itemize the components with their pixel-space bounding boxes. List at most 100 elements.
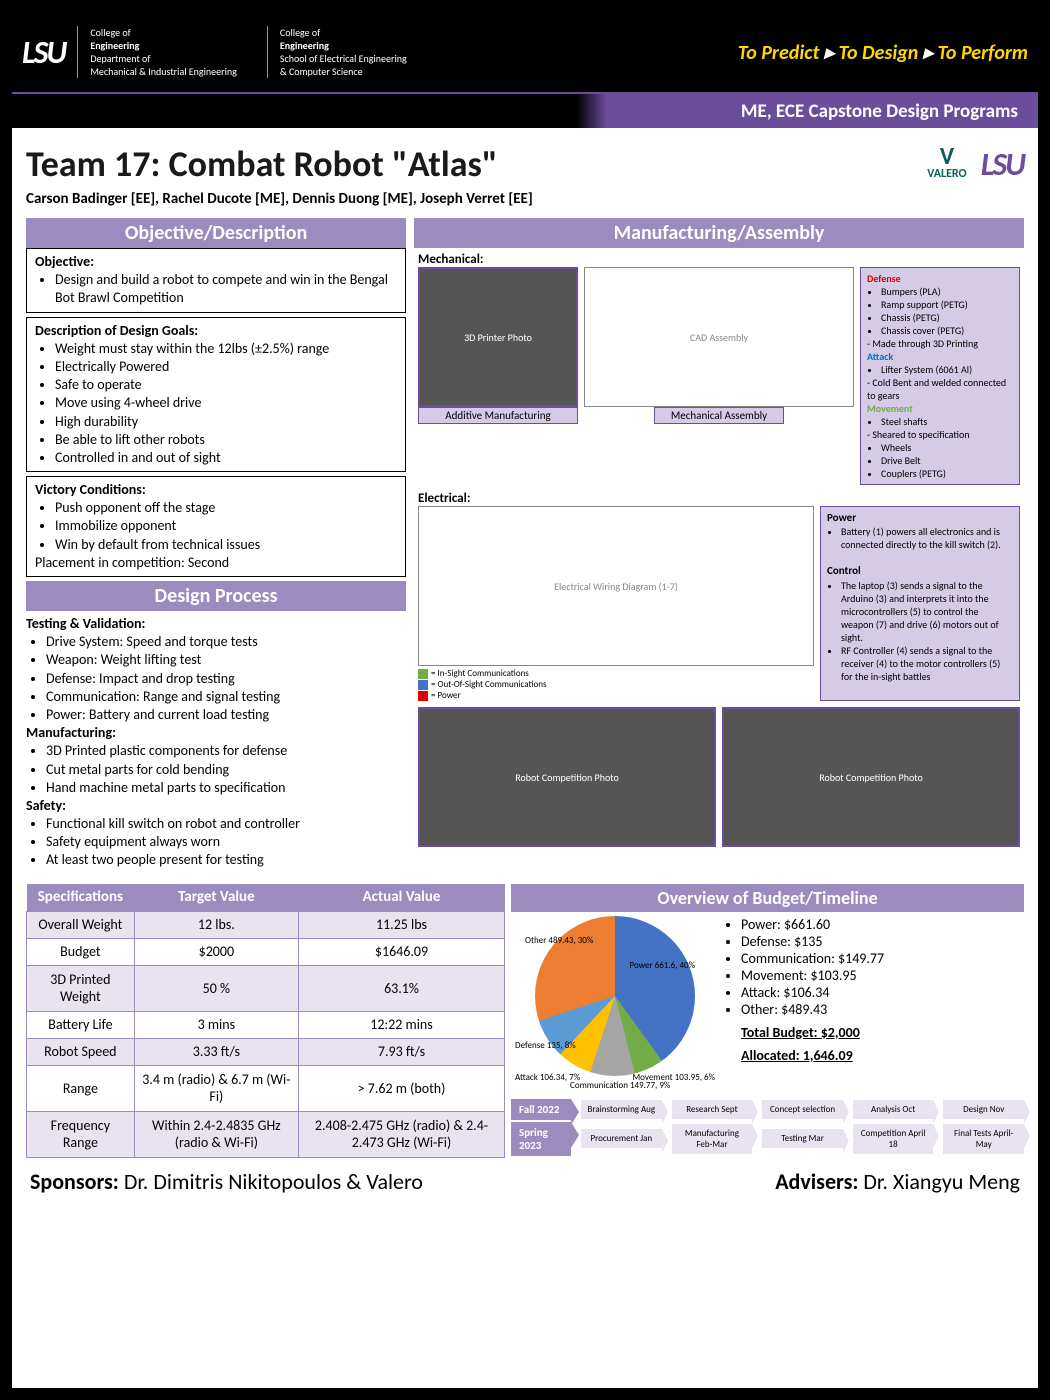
test-item: Communication: Range and signal testing bbox=[46, 688, 406, 706]
attack-note: - Cold Bent and welded connected to gear… bbox=[867, 376, 1013, 402]
safety-item: At least two people present for testing bbox=[46, 851, 406, 869]
safety-item: Safety equipment always worn bbox=[46, 833, 406, 851]
movement-item: Drive Belt bbox=[881, 454, 1013, 467]
mech-label: Mechanical: bbox=[418, 252, 1020, 267]
sponsors-text: Dr. Dimitris Nikitopoulos & Valero bbox=[119, 1168, 423, 1195]
goals-title: Description of Design Goals: bbox=[35, 322, 397, 340]
mech-section: 3D Printer Photo Additive Manufacturing … bbox=[418, 267, 1020, 485]
dept1-college: College of bbox=[90, 26, 130, 39]
caption-assembly: Mechanical Assembly bbox=[654, 407, 784, 424]
movement-note: - Sheared to specification bbox=[867, 428, 1013, 441]
elec-section: Electrical Wiring Diagram (1-7) = In-Sig… bbox=[418, 506, 1020, 701]
test-list: Drive System: Speed and torque tests Wea… bbox=[26, 633, 406, 724]
pie-chart: Power 661.6, 40% Other 489.43, 30% Defen… bbox=[515, 916, 715, 1091]
lsu-logo: LSU bbox=[22, 33, 65, 72]
timeline-item: Testing Mar bbox=[762, 1129, 843, 1148]
assembly-diagram: CAD Assembly bbox=[584, 267, 854, 407]
budget-item: Defense: $135 bbox=[741, 933, 884, 950]
goals-box: Description of Design Goals: Weight must… bbox=[26, 317, 406, 473]
movement-item: Wheels bbox=[881, 441, 1013, 454]
specs-col-spec: Specifications bbox=[27, 884, 135, 912]
timeline-item: Procurement Jan bbox=[581, 1129, 662, 1148]
safety-item: Functional kill switch on robot and cont… bbox=[46, 815, 406, 833]
program-bar: ME, ECE Capstone Design Programs bbox=[12, 92, 1038, 128]
legend-red-icon bbox=[418, 691, 428, 701]
budget-item: Attack: $106.34 bbox=[741, 984, 884, 1001]
budget-item: Power: $661.60 bbox=[741, 916, 884, 933]
table-row: Battery Life3 mins12:22 mins bbox=[27, 1011, 505, 1038]
poster: LSU College of Engineering Department of… bbox=[0, 0, 1050, 1400]
power-header: Power bbox=[827, 511, 856, 524]
valero-text: VALERO bbox=[927, 167, 966, 181]
defense-item: Bumpers (PLA) bbox=[881, 285, 1013, 298]
budget-allocated: Allocated: 1,646.09 bbox=[741, 1047, 884, 1064]
legend-power: = Power bbox=[431, 690, 461, 701]
safety-title: Safety: bbox=[26, 797, 406, 815]
advisers-label: Advisers: bbox=[775, 1168, 858, 1195]
budget-item: Communication: $149.77 bbox=[741, 950, 884, 967]
victory-item: Immobilize opponent bbox=[55, 517, 397, 535]
legend-green-icon bbox=[418, 669, 428, 679]
legend-insight: = In-Sight Communications bbox=[431, 668, 529, 679]
component-box-elec: Power Battery (1) powers all electronics… bbox=[820, 506, 1020, 701]
timeline-item: Final Tests April-May bbox=[943, 1124, 1024, 1154]
timeline: Fall 2022 Brainstorming Aug Research Sep… bbox=[511, 1099, 1024, 1156]
component-box-mech: Defense Bumpers (PLA) Ramp support (PETG… bbox=[860, 267, 1020, 485]
program-label: ME, ECE Capstone Design Programs bbox=[741, 100, 1018, 123]
test-item: Defense: Impact and drop testing bbox=[46, 670, 406, 688]
defense-item: Ramp support (PETG) bbox=[881, 298, 1013, 311]
timeline-item: Analysis Oct bbox=[853, 1100, 934, 1119]
timeline-item: Competition April 18 bbox=[853, 1124, 934, 1154]
header-bar: LSU College of Engineering Department of… bbox=[12, 12, 1038, 92]
table-row: 3D Printed Weight50 %63.1% bbox=[27, 965, 505, 1011]
column-right: Manufacturing/Assembly Mechanical: 3D Pr… bbox=[414, 218, 1024, 878]
additive-photo: 3D Printer Photo bbox=[418, 267, 578, 407]
movement-item: Couplers (PETG) bbox=[881, 467, 1013, 480]
budget-header: Overview of Budget/Timeline bbox=[511, 884, 1024, 912]
specs-col-target: Target Value bbox=[134, 884, 298, 912]
budget-list: Power: $661.60 Defense: $135 Communicati… bbox=[721, 916, 884, 1091]
sponsor-logos: V VALERO LSU bbox=[927, 145, 1024, 184]
tagline: To Predict ▸ To Design ▸ To Perform bbox=[738, 40, 1028, 65]
goal-item: Safe to operate bbox=[55, 376, 397, 394]
dept2-college: College of bbox=[280, 26, 320, 39]
table-row: Range3.4 m (radio) & 6.7 m (Wi-Fi)> 7.62… bbox=[27, 1065, 505, 1111]
control-header: Control bbox=[827, 564, 861, 577]
movement-item: Steel shafts bbox=[881, 415, 1013, 428]
safety-list: Functional kill switch on robot and cont… bbox=[26, 815, 406, 870]
timeline-item: Research Sept bbox=[672, 1100, 753, 1119]
specs-col-actual: Actual Value bbox=[298, 884, 504, 912]
goal-item: Be able to lift other robots bbox=[55, 431, 397, 449]
mfg-content: Mechanical: 3D Printer Photo Additive Ma… bbox=[414, 248, 1024, 851]
budget-item: Movement: $103.95 bbox=[741, 967, 884, 984]
column-left: Objective/Description Objective: Design … bbox=[26, 218, 406, 878]
tagline-predict: To Predict bbox=[738, 41, 820, 65]
additive-block: 3D Printer Photo Additive Manufacturing bbox=[418, 267, 578, 485]
table-row: Robot Speed3.33 ft/s7.93 ft/s bbox=[27, 1038, 505, 1065]
elec-diagram-block: Electrical Wiring Diagram (1-7) = In-Sig… bbox=[418, 506, 814, 701]
defense-item: Chassis (PETG) bbox=[881, 311, 1013, 324]
pie-label-other: Other 489.43, 30% bbox=[525, 936, 593, 946]
timeline-item: Brainstorming Aug bbox=[581, 1100, 662, 1119]
test-item: Power: Battery and current load testing bbox=[46, 706, 406, 724]
victory-title: Victory Conditions: bbox=[35, 481, 397, 499]
legend: = In-Sight Communications = Out-Of-Sight… bbox=[418, 668, 814, 701]
title-row: Team 17: Combat Robot "Atlas" V VALERO L… bbox=[26, 142, 1024, 186]
timeline-row-spring: Spring 2023 Procurement Jan Manufacturin… bbox=[511, 1122, 1024, 1156]
sponsors: Sponsors: Dr. Dimitris Nikitopoulos & Va… bbox=[30, 1168, 423, 1195]
budget-section: Overview of Budget/Timeline Power 661.6,… bbox=[511, 884, 1024, 1158]
valero-logo: V VALERO bbox=[927, 147, 966, 180]
design-box: Testing & Validation: Drive System: Spee… bbox=[26, 611, 406, 874]
test-item: Drive System: Speed and torque tests bbox=[46, 633, 406, 651]
table-row: Budget$2000$1646.09 bbox=[27, 938, 505, 965]
dept1-line1: Department of bbox=[90, 52, 150, 65]
dept1-eng: Engineering bbox=[90, 39, 237, 52]
timeline-item: Concept selection bbox=[762, 1100, 843, 1119]
mfg-item: Hand machine metal parts to specificatio… bbox=[46, 779, 406, 797]
placement: Placement in competition: Second bbox=[35, 554, 229, 571]
mfg-item: Cut metal parts for cold bending bbox=[46, 761, 406, 779]
specs-budget-row: Specifications Target Value Actual Value… bbox=[26, 884, 1024, 1158]
power-text: Battery (1) powers all electronics and i… bbox=[841, 525, 1013, 551]
defense-note: - Made through 3D Printing bbox=[867, 337, 1013, 350]
objective-item: Design and build a robot to compete and … bbox=[55, 271, 397, 307]
